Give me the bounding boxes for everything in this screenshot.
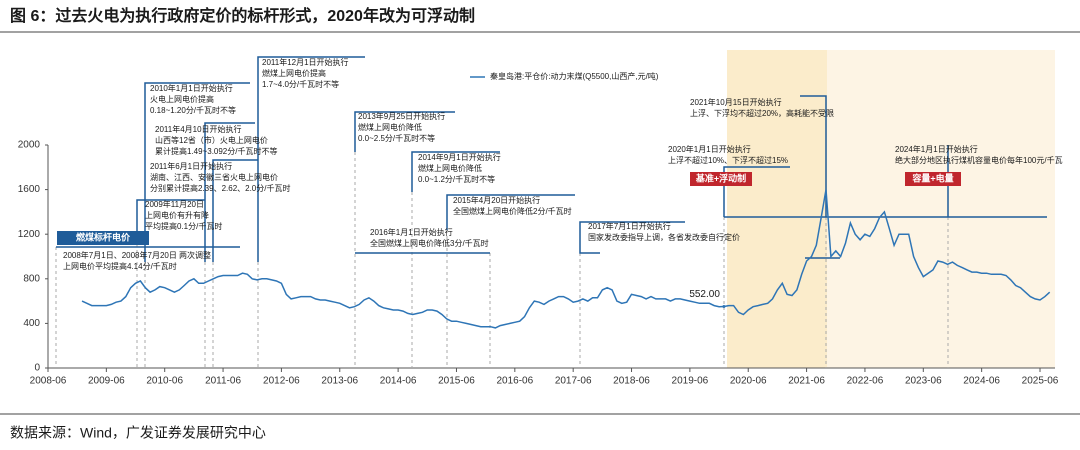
x-tick-label: 2019-06 (672, 376, 709, 387)
annotation-text: 2016年1月1日开始执行 (370, 227, 453, 237)
annotation-text: 山西等12省（市）火电上网电价 (155, 135, 268, 145)
annotation-box-label: 容量+电量 (911, 172, 953, 183)
annotation-text: 燃煤上网电价提高 (262, 68, 326, 78)
annotation-text: 累计提高1.49~3.092分/千瓦时不等 (155, 146, 277, 156)
annotation-text: 全国燃煤上网电价降低2分/千瓦时 (453, 206, 572, 216)
policy-bracket (212, 159, 258, 262)
y-tick-label: 0 (34, 363, 40, 374)
x-tick-label: 2018-06 (613, 376, 650, 387)
policy-bracket (144, 82, 250, 262)
y-tick-label: 400 (23, 318, 40, 329)
x-tick-label: 2023-06 (905, 376, 942, 387)
y-tick-label: 1600 (18, 184, 41, 195)
y-tick-label: 800 (23, 273, 40, 284)
policy-bracket (446, 194, 575, 230)
x-tick-label: 2021-06 (788, 376, 825, 387)
annotation-text: 2011年12月1日开始执行 (262, 57, 349, 67)
annotation-text: 上网电价平均提高4.14分/千瓦时 (63, 261, 177, 271)
annotation-text: 上浮不超过10%、下浮不超过15% (668, 155, 788, 165)
annotation-text: 国家发改委指导上调，各省发改委自行定价 (588, 232, 740, 242)
policy-bracket (354, 111, 455, 152)
annotation-text: 2011年6月1日开始执行 (150, 161, 232, 171)
annotation-box-label: 基准+浮动制 (695, 172, 746, 183)
annotation-text: 平均提高0.1分/千瓦时 (145, 221, 222, 231)
period-shade (827, 50, 1055, 368)
x-tick-label: 2014-06 (380, 376, 417, 387)
annotation-box (57, 231, 149, 245)
x-tick-label: 2016-06 (496, 376, 533, 387)
policy-bracket (723, 166, 790, 217)
annotation-text: 分别累计提高2.39、2.62、2.0分/千瓦时 (150, 183, 290, 193)
x-tick-label: 2013-06 (321, 376, 358, 387)
data-line (81, 189, 1051, 329)
annotation-text: 2008年7月1日、2008年7月20日 两次调整 (63, 250, 211, 260)
annotation-text: 绝大部分地区执行煤机容量电价每年100元/千瓦 (895, 155, 1063, 165)
annotation-text: 上网电价有升有降 (145, 210, 209, 220)
x-tick-label: 2011-06 (205, 376, 241, 387)
chart-title: 图 6：过去火电为执行政府定价的标杆形式，2020年改为可浮动制 (10, 6, 475, 25)
annotation-text: 全国燃煤上网电价降低3分/千瓦时 (370, 238, 489, 248)
annotation-text: 2013年9月25日开始执行 (358, 111, 445, 121)
x-tick-label: 2024-06 (963, 376, 1000, 387)
annotation-text: 燃煤上网电价降低 (358, 122, 422, 132)
x-tick-label: 2010-06 (146, 376, 183, 387)
policy-bracket (136, 199, 205, 232)
annotation-text: 1.7~4.0分/千瓦时不等 (262, 79, 339, 89)
annotation-text: 火电上网电价提高 (150, 94, 214, 104)
annotation-text: 0.0~1.2分/千瓦时不等 (418, 174, 495, 184)
annotation-box (690, 172, 752, 186)
policy-bracket (257, 56, 365, 262)
annotation-text: 2011年4月10日开始执行 (155, 124, 242, 134)
y-tick-label: 2000 (18, 140, 41, 151)
policy-bracket (579, 221, 685, 254)
annotation-text: 2014年9月1日开始执行 (418, 152, 501, 162)
annotation-text: 上浮、下浮均不超过20%，高耗能不受限 (690, 108, 834, 118)
policy-bracket (411, 151, 500, 192)
annotation-text: 2015年4月20日开始执行 (453, 195, 540, 205)
x-tick-label: 2022-06 (847, 376, 884, 387)
annotation-text: 燃煤上网电价降低 (418, 163, 482, 173)
legend-label: 秦皇岛港:平仓价:动力末煤(Q5500,山西产,元/吨) (490, 71, 659, 81)
policy-bracket (800, 95, 827, 217)
annotation-text: 2010年1月1日开始执行 (150, 83, 233, 93)
x-tick-label: 2012-06 (263, 376, 300, 387)
annotation-text: 2020年1月1日开始执行 (668, 144, 751, 154)
point-label: 552.00 (689, 289, 720, 300)
x-tick-label: 2017-06 (555, 376, 592, 387)
annotation-box-label: 燃煤标杆电价 (76, 231, 131, 242)
x-tick-label: 2008-06 (30, 376, 67, 387)
annotation-text: 湖南、江西、安徽三省火电上网电价 (150, 172, 278, 182)
annotation-text: 2009年11月20日 (145, 199, 204, 209)
annotation-text: 2021年10月15日开始执行 (690, 97, 782, 107)
policy-bracket (204, 122, 255, 262)
point-marker (722, 304, 726, 308)
annotation-text: 2024年1月1日开始执行 (895, 144, 978, 154)
x-tick-label: 2015-06 (438, 376, 475, 387)
annotation-box (905, 172, 961, 186)
annotation-text: 0.18~1.20分/千瓦时不等 (150, 105, 236, 115)
x-tick-label: 2020-06 (730, 376, 767, 387)
source-note: 数据来源：Wind，广发证券发展研究中心 (10, 425, 266, 441)
annotation-text: 0.0~2.5分/千瓦时不等 (358, 133, 435, 143)
annotation-text: 2017年7月1日开始执行 (588, 221, 671, 231)
x-tick-label: 2025-06 (1022, 376, 1059, 387)
y-tick-label: 1200 (18, 229, 41, 240)
x-tick-label: 2009-06 (88, 376, 125, 387)
